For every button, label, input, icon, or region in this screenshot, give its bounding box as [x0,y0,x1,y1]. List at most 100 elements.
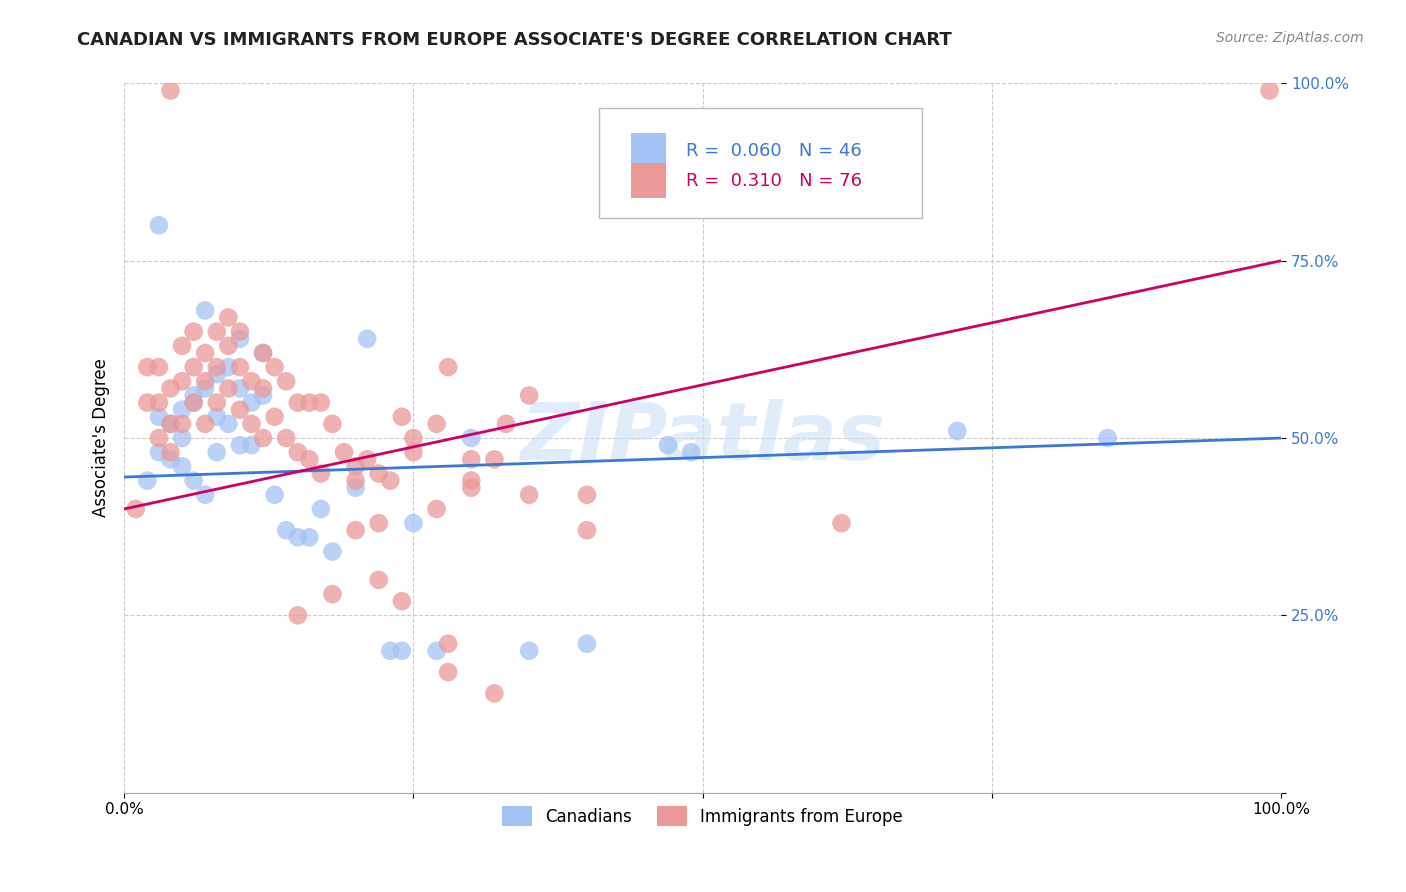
Point [194,488,217,502]
Point [309,467,332,481]
Point [517,488,540,502]
Point [946,424,969,438]
Point [1097,431,1119,445]
Point [287,608,309,623]
Y-axis label: Associate's Degree: Associate's Degree [93,359,110,517]
Point [426,417,449,431]
Point [170,374,193,388]
Point [344,481,367,495]
Point [136,360,159,375]
Point [159,381,181,395]
Point [183,474,205,488]
Text: Source: ZipAtlas.com: Source: ZipAtlas.com [1216,31,1364,45]
Point [159,452,181,467]
Point [356,332,378,346]
Point [252,381,274,395]
Point [170,459,193,474]
Point [136,474,159,488]
Point [426,644,449,658]
Point [402,516,425,530]
Point [263,488,285,502]
Point [240,395,263,409]
Point [170,402,193,417]
Point [252,431,274,445]
Point [460,452,482,467]
Point [321,417,343,431]
Point [252,346,274,360]
Point [575,637,598,651]
Point [263,409,285,424]
Point [391,409,413,424]
Point [276,431,298,445]
Point [517,388,540,402]
Point [183,388,205,402]
Point [205,368,228,382]
Point [148,431,170,445]
Point [681,445,703,459]
Text: R =  0.060   N = 46: R = 0.060 N = 46 [686,142,862,160]
Point [170,431,193,445]
Point [830,516,852,530]
Point [575,488,598,502]
Point [575,523,598,537]
Point [159,417,181,431]
Point [344,523,367,537]
Point [426,502,449,516]
Point [252,388,274,402]
Point [170,339,193,353]
Point [229,325,252,339]
Point [298,395,321,409]
Point [437,637,460,651]
Point [229,381,252,395]
Point [344,474,367,488]
Point [657,438,679,452]
Point [276,523,298,537]
Point [194,346,217,360]
Point [460,474,482,488]
Point [380,644,402,658]
Point [460,481,482,495]
FancyBboxPatch shape [631,133,665,169]
Point [484,452,506,467]
Point [402,431,425,445]
Point [217,360,239,375]
Point [148,219,170,233]
Point [356,452,378,467]
Point [333,445,356,459]
Point [148,360,170,375]
Point [205,409,228,424]
Point [287,530,309,544]
Point [205,325,228,339]
Point [194,303,217,318]
Point [437,665,460,679]
Point [321,587,343,601]
Point [205,360,228,375]
Point [183,395,205,409]
Point [391,594,413,608]
Point [229,360,252,375]
Point [287,395,309,409]
Point [263,360,285,375]
Point [495,417,517,431]
Point [1258,83,1281,97]
Point [321,544,343,558]
Point [229,332,252,346]
Point [229,438,252,452]
Point [367,573,389,587]
Point [148,395,170,409]
Point [217,339,239,353]
Point [170,417,193,431]
Point [217,417,239,431]
Point [367,516,389,530]
Text: R =  0.310   N = 76: R = 0.310 N = 76 [686,171,862,190]
Point [205,395,228,409]
Point [437,360,460,375]
FancyBboxPatch shape [599,108,922,219]
Point [217,310,239,325]
Text: ZIPatlas: ZIPatlas [520,399,886,477]
Point [136,395,159,409]
Point [391,644,413,658]
Point [298,452,321,467]
Point [517,644,540,658]
Point [194,374,217,388]
